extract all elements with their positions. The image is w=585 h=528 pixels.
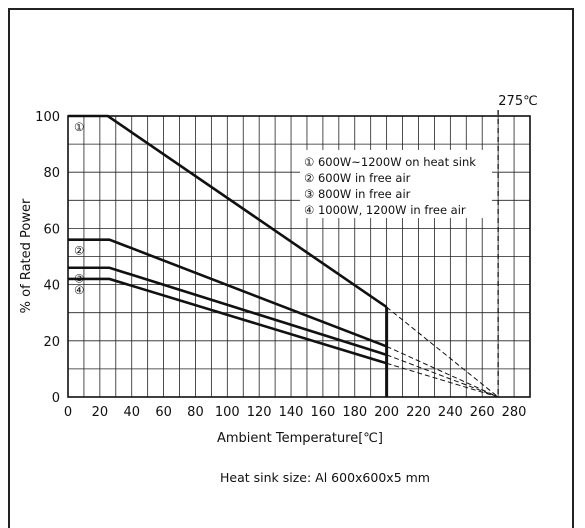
series-marker-1: ① (74, 120, 84, 134)
heat-sink-note: Heat sink size: Al 600x600x5 mm (220, 470, 430, 485)
x-tick-label: 60 (155, 405, 172, 420)
series-line-4 (68, 277, 387, 365)
legend-entry-4: ④ 1000W, 1200W in free air (304, 203, 466, 217)
y-tick-label: 40 (43, 279, 60, 294)
series-markers: ① ② ③④ (74, 120, 84, 297)
extrapolation-line-3 (386, 354, 499, 398)
y-tick-label: 100 (35, 110, 60, 125)
reference-label: 275℃ (498, 94, 537, 109)
x-tick-label: 240 (438, 405, 463, 420)
legend-entry-3: ③ 800W in free air (304, 187, 411, 201)
x-tick-label: 20 (92, 405, 109, 420)
x-tick-label: 0 (64, 405, 72, 420)
series-line-2 (68, 238, 388, 348)
x-tick-label: 280 (502, 405, 527, 420)
plot-border (67, 115, 531, 398)
x-tick-label: 260 (470, 405, 495, 420)
x-tick-label: 220 (406, 405, 431, 420)
series-marker-2: ② (74, 244, 84, 258)
legend-entry-1: ① 600W~1200W on heat sink (304, 155, 476, 169)
x-tick-label: 80 (187, 405, 204, 420)
y-tick-label: 80 (43, 166, 60, 181)
legend-entry-2: ② 600W in free air (304, 171, 411, 185)
x-axis-label: Ambient Temperature[℃] (217, 431, 383, 446)
extrapolation-line-2 (386, 345, 499, 398)
series-marker-3: ③ (74, 272, 84, 286)
extrapolation-lines (386, 110, 499, 398)
x-tick-label: 160 (310, 405, 335, 420)
series-line-3 (68, 266, 388, 357)
y-tick-label: 0 (52, 391, 60, 406)
extrapolation-line-1 (386, 306, 499, 398)
x-tick-label: 180 (342, 405, 367, 420)
x-tick-label: 100 (215, 405, 240, 420)
y-tick-label: 60 (43, 222, 60, 237)
tick-labels: 0 20 40 60 80 100 120 140 160 180 200 220 240 260 280 0… (35, 110, 526, 420)
y-axis-label: % of Rated Power (19, 198, 34, 313)
x-tick-label: 40 (123, 405, 140, 420)
legend-box (300, 150, 492, 218)
extrapolation-line-4 (386, 362, 499, 398)
y-tick-label: 20 (43, 335, 60, 350)
x-tick-label: 120 (247, 405, 272, 420)
series-marker-4: ④ (74, 283, 84, 297)
x-tick-label: 200 (374, 405, 399, 420)
x-tick-label: 140 (279, 405, 304, 420)
